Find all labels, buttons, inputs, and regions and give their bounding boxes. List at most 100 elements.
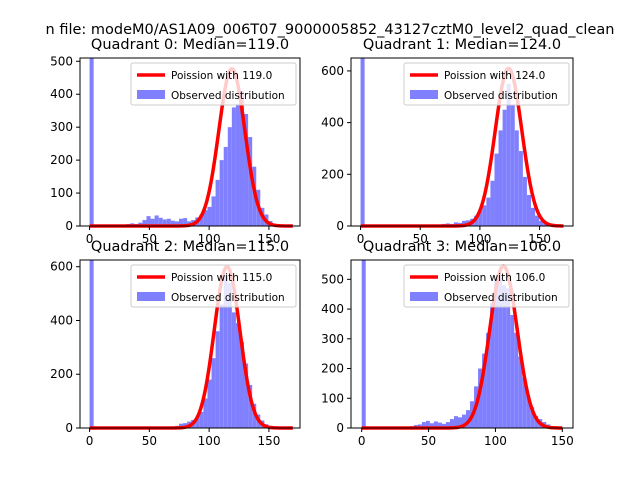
legend-swatch-observed <box>410 292 438 301</box>
axes-frame <box>79 259 301 429</box>
x-tick-label: 50 <box>142 434 157 448</box>
histogram-bar <box>227 282 232 428</box>
histogram-bar <box>506 83 511 226</box>
histogram-bar <box>433 421 438 428</box>
legend-box <box>403 264 570 308</box>
histogram-bar <box>231 312 236 428</box>
histogram-bar <box>453 222 458 226</box>
histogram-bar <box>199 214 204 226</box>
histogram-bar <box>535 215 540 226</box>
x-tick-label: 0 <box>357 232 365 246</box>
histogram-bar <box>207 379 212 428</box>
histogram-bar <box>223 274 228 428</box>
histogram-bar <box>252 403 257 428</box>
histogram-bar <box>457 417 462 428</box>
histogram-bar <box>215 331 220 428</box>
figure-suptitle: n file: modeM0/AS1A09_006T07_9000005852_… <box>46 22 615 38</box>
y-tick-label: 100 <box>50 186 73 200</box>
y-tick-label: 200 <box>50 153 73 167</box>
histogram-bar <box>510 315 515 428</box>
histogram-bar <box>244 363 249 428</box>
histogram-bar <box>474 215 479 226</box>
histogram-bar <box>490 303 495 428</box>
y-tick-label: 100 <box>321 391 344 405</box>
x-tick-label: 100 <box>484 434 507 448</box>
histogram-bar <box>203 210 208 226</box>
histogram-bar <box>179 218 184 226</box>
histogram-bar <box>526 395 531 428</box>
legend-swatch-observed <box>137 90 165 99</box>
subplot-title: Quadrant 2: Median=115.0 <box>91 239 289 255</box>
histogram-bar <box>89 58 94 226</box>
histogram-bar <box>170 220 175 226</box>
histogram-bar <box>437 422 442 428</box>
legend-label-poisson: Poission with 124.0 <box>444 70 545 82</box>
histogram-bar <box>162 219 167 226</box>
histogram-bar <box>227 127 232 226</box>
subplot-quadrant-3: 0 50 100 150 0 100 200 300 400 500 Quadrant 3: Med… <box>321 239 574 448</box>
histogram-bar <box>506 288 511 428</box>
y-tick-label: 500 <box>321 272 344 286</box>
histogram-bar <box>235 323 240 428</box>
histogram-bar <box>530 407 535 428</box>
x-tick-label: 50 <box>142 232 157 246</box>
y-tick-label: 0 <box>65 421 73 435</box>
histogram-bar <box>174 221 179 226</box>
y-tick-label: 0 <box>336 219 344 233</box>
histogram-bar <box>211 358 216 428</box>
histogram-bar <box>482 353 487 428</box>
histogram-bar <box>89 260 94 428</box>
y-tick-label: 300 <box>321 332 344 346</box>
histogram-bar <box>248 137 253 226</box>
histogram-bar <box>360 58 365 226</box>
y-tick-label: 0 <box>65 219 73 233</box>
histogram-bar <box>150 218 155 226</box>
legend-label-observed: Observed distribution <box>171 90 285 102</box>
legend-box <box>403 62 570 106</box>
legend-box <box>130 62 297 106</box>
histogram-bar <box>142 220 147 226</box>
x-tick-label: 50 <box>413 232 428 246</box>
histogram-bar <box>203 398 208 428</box>
histogram-bar <box>486 197 491 226</box>
histogram-bar <box>421 422 426 428</box>
x-tick-label: 150 <box>551 434 574 448</box>
histogram-bar <box>361 260 366 428</box>
histogram-bar <box>219 160 224 226</box>
histogram-bar <box>518 356 523 428</box>
y-tick-label: 400 <box>321 302 344 316</box>
histogram-bar <box>514 332 519 428</box>
histogram-bar <box>248 384 253 428</box>
y-tick-label: 400 <box>50 87 73 101</box>
x-tick-label: 0 <box>86 232 94 246</box>
x-tick-label: 100 <box>198 232 221 246</box>
subplot-title: Quadrant 0: Median=119.0 <box>91 37 289 53</box>
histogram-bar <box>482 205 487 226</box>
histogram-bar <box>502 285 507 428</box>
axes-frame <box>350 259 574 429</box>
subplot-title: Quadrant 3: Median=106.0 <box>363 239 561 255</box>
subplot-quadrant-2: 0 50 100 150 0 200 400 600 Quadrant 2: Median=11… <box>50 239 301 448</box>
histogram-bar <box>539 220 544 226</box>
subplot-quadrant-0: 0 50 100 150 0 100 200 300 400 500 Quadrant 0: Med… <box>50 37 301 246</box>
histogram-bar <box>244 114 249 226</box>
histogram-bar <box>183 218 188 226</box>
histogram-bar <box>223 146 228 226</box>
histogram-bar <box>543 223 548 226</box>
y-tick-label: 200 <box>321 167 344 181</box>
y-tick-label: 200 <box>50 367 73 381</box>
x-tick-label: 150 <box>257 232 280 246</box>
histogram-bar <box>219 304 224 428</box>
legend-label-poisson: Poission with 106.0 <box>444 272 545 284</box>
legend-swatch-observed <box>137 292 165 301</box>
histogram-bar <box>239 90 245 226</box>
histogram-bar <box>530 207 536 226</box>
legend-swatch-observed <box>410 90 438 99</box>
axes-frame <box>350 57 574 227</box>
histogram-bar <box>239 341 245 428</box>
histogram-bar <box>179 423 184 428</box>
y-tick-label: 300 <box>50 120 73 134</box>
histogram-bar <box>215 179 220 226</box>
histogram-bar <box>534 416 539 428</box>
